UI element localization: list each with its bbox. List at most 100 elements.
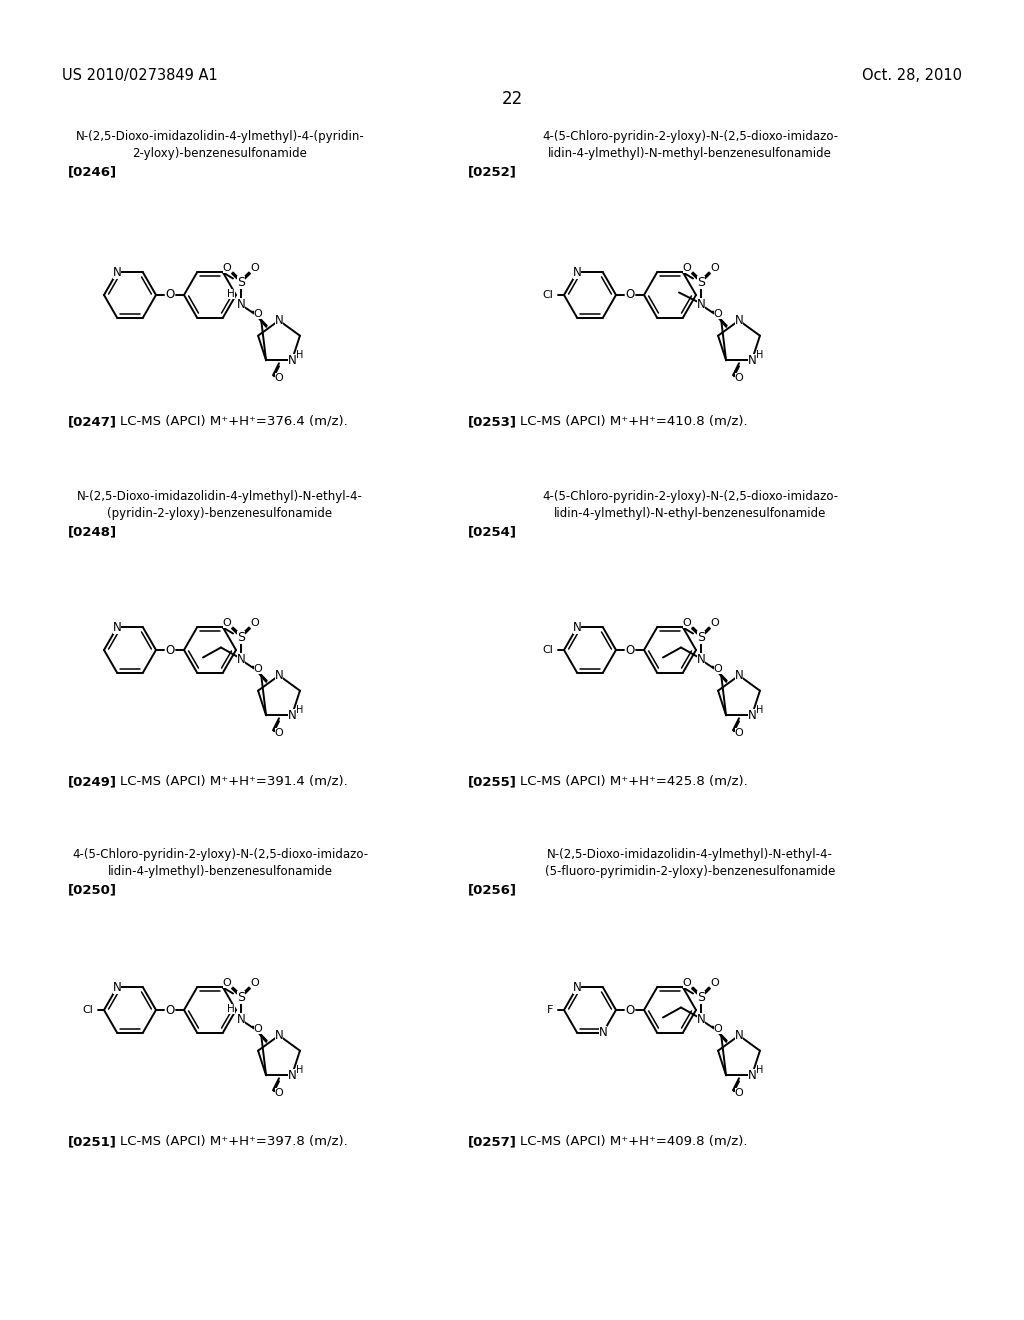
Text: S: S [237,991,245,1005]
Text: O: O [222,978,231,989]
Text: LC-MS (APCI) M⁺+H⁺=410.8 (m/z).: LC-MS (APCI) M⁺+H⁺=410.8 (m/z). [520,414,748,428]
Text: H: H [296,705,304,715]
Text: 22: 22 [502,90,522,108]
Text: N: N [748,1069,757,1082]
Text: [0253]: [0253] [468,414,517,428]
Text: N: N [696,1012,706,1026]
Text: N: N [572,620,582,634]
Text: O: O [683,264,691,273]
Text: H: H [757,705,764,715]
Text: O: O [165,1003,175,1016]
Text: Cl: Cl [543,290,553,300]
Text: O: O [714,664,722,673]
Text: O: O [683,978,691,989]
Text: O: O [165,289,175,301]
Text: N: N [237,1012,246,1026]
Text: [0256]: [0256] [468,883,517,896]
Text: O: O [711,264,720,273]
Text: N: N [113,620,122,634]
Text: (5-fluoro-pyrimidin-2-yloxy)-benzenesulfonamide: (5-fluoro-pyrimidin-2-yloxy)-benzenesulf… [545,865,836,878]
Text: N: N [288,1069,296,1082]
Text: [0248]: [0248] [68,525,117,539]
Text: N: N [696,298,706,312]
Text: N: N [274,669,284,682]
Text: N: N [734,1030,743,1041]
Text: lidin-4-ylmethyl)-benzenesulfonamide: lidin-4-ylmethyl)-benzenesulfonamide [108,865,333,878]
Text: N-(2,5-Dioxo-imidazolidin-4-ylmethyl)-4-(pyridin-: N-(2,5-Dioxo-imidazolidin-4-ylmethyl)-4-… [76,129,365,143]
Text: S: S [237,276,245,289]
Text: H: H [227,1005,234,1015]
Text: N: N [734,314,743,327]
Text: Cl: Cl [543,645,553,655]
Text: O: O [711,978,720,989]
Text: O: O [626,1003,635,1016]
Text: [0257]: [0257] [468,1135,517,1148]
Text: N: N [748,354,757,367]
Text: [0255]: [0255] [468,775,517,788]
Text: Cl: Cl [83,1005,93,1015]
Text: LC-MS (APCI) M⁺+H⁺=409.8 (m/z).: LC-MS (APCI) M⁺+H⁺=409.8 (m/z). [520,1135,748,1148]
Text: 4-(5-Chloro-pyridin-2-yloxy)-N-(2,5-dioxo-imidazo-: 4-(5-Chloro-pyridin-2-yloxy)-N-(2,5-diox… [542,129,838,143]
Text: N: N [572,267,582,279]
Text: O: O [251,978,259,989]
Text: H: H [296,1065,304,1076]
Text: H: H [757,1065,764,1076]
Text: US 2010/0273849 A1: US 2010/0273849 A1 [62,69,218,83]
Text: O: O [734,374,743,383]
Text: O: O [734,1088,743,1098]
Text: S: S [697,276,705,289]
Text: O: O [222,264,231,273]
Text: N: N [288,354,296,367]
Text: O: O [254,309,262,318]
Text: S: S [697,991,705,1005]
Text: O: O [251,264,259,273]
Text: N: N [113,267,122,279]
Text: N: N [237,653,246,667]
Text: H: H [757,350,764,360]
Text: [0249]: [0249] [68,775,117,788]
Text: O: O [222,619,231,628]
Text: lidin-4-ylmethyl)-N-methyl-benzenesulfonamide: lidin-4-ylmethyl)-N-methyl-benzenesulfon… [548,147,831,160]
Text: 4-(5-Chloro-pyridin-2-yloxy)-N-(2,5-dioxo-imidazo-: 4-(5-Chloro-pyridin-2-yloxy)-N-(2,5-diox… [542,490,838,503]
Text: LC-MS (APCI) M⁺+H⁺=391.4 (m/z).: LC-MS (APCI) M⁺+H⁺=391.4 (m/z). [120,775,348,788]
Text: N: N [748,709,757,722]
Text: lidin-4-ylmethyl)-N-ethyl-benzenesulfonamide: lidin-4-ylmethyl)-N-ethyl-benzenesulfona… [554,507,826,520]
Text: O: O [274,374,284,383]
Text: N: N [274,314,284,327]
Text: N: N [113,981,122,994]
Text: O: O [714,1023,722,1034]
Text: N-(2,5-Dioxo-imidazolidin-4-ylmethyl)-N-ethyl-4-: N-(2,5-Dioxo-imidazolidin-4-ylmethyl)-N-… [547,847,833,861]
Text: N-(2,5-Dioxo-imidazolidin-4-ylmethyl)-N-ethyl-4-: N-(2,5-Dioxo-imidazolidin-4-ylmethyl)-N-… [77,490,362,503]
Text: [0250]: [0250] [68,883,117,896]
Text: LC-MS (APCI) M⁺+H⁺=376.4 (m/z).: LC-MS (APCI) M⁺+H⁺=376.4 (m/z). [120,414,348,428]
Text: H: H [227,289,234,300]
Text: H: H [296,350,304,360]
Text: O: O [626,289,635,301]
Text: S: S [697,631,705,644]
Text: N: N [572,981,582,994]
Text: [0247]: [0247] [68,414,117,428]
Text: [0252]: [0252] [468,165,517,178]
Text: LC-MS (APCI) M⁺+H⁺=425.8 (m/z).: LC-MS (APCI) M⁺+H⁺=425.8 (m/z). [520,775,748,788]
Text: N: N [274,1030,284,1041]
Text: N: N [599,1026,607,1039]
Text: LC-MS (APCI) M⁺+H⁺=397.8 (m/z).: LC-MS (APCI) M⁺+H⁺=397.8 (m/z). [120,1135,348,1148]
Text: N: N [696,653,706,667]
Text: Oct. 28, 2010: Oct. 28, 2010 [862,69,962,83]
Text: O: O [274,729,284,738]
Text: (pyridin-2-yloxy)-benzenesulfonamide: (pyridin-2-yloxy)-benzenesulfonamide [108,507,333,520]
Text: 2-yloxy)-benzenesulfonamide: 2-yloxy)-benzenesulfonamide [132,147,307,160]
Text: F: F [547,1005,553,1015]
Text: O: O [165,644,175,656]
Text: O: O [711,619,720,628]
Text: S: S [237,631,245,644]
Text: [0251]: [0251] [68,1135,117,1148]
Text: O: O [626,644,635,656]
Text: O: O [254,1023,262,1034]
Text: O: O [254,664,262,673]
Text: N: N [734,669,743,682]
Text: [0254]: [0254] [468,525,517,539]
Text: N: N [288,709,296,722]
Text: N: N [237,298,246,312]
Text: [0246]: [0246] [68,165,117,178]
